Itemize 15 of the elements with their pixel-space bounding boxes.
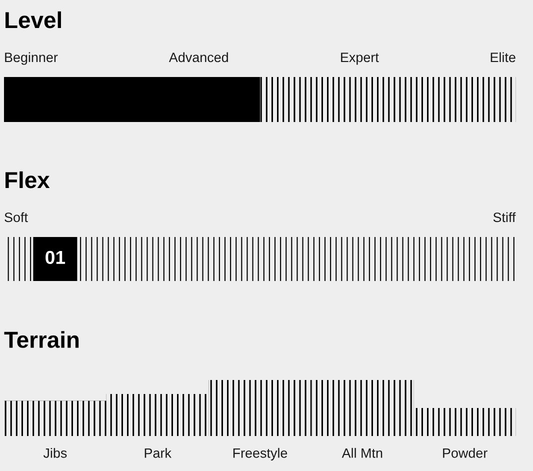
data-label: 01 (46, 250, 66, 264)
text: Elite (490, 52, 516, 62)
text: Expert (341, 52, 379, 65)
x-tick-label: Park (144, 448, 172, 458)
text: Stiff (493, 212, 516, 222)
x-tick-label: Powder (443, 448, 488, 458)
text: Flex (6, 171, 50, 188)
chart-title: Terrain (4, 331, 79, 348)
chart-title: Level (6, 11, 61, 28)
x-tick-label: Jibs (43, 448, 67, 458)
text: Advanced (168, 52, 228, 62)
x-tick-label: Freestyle (233, 448, 288, 461)
x-tick-label: All Mtn (342, 448, 382, 458)
text: Beginner (5, 52, 58, 65)
text: Soft (4, 212, 28, 222)
